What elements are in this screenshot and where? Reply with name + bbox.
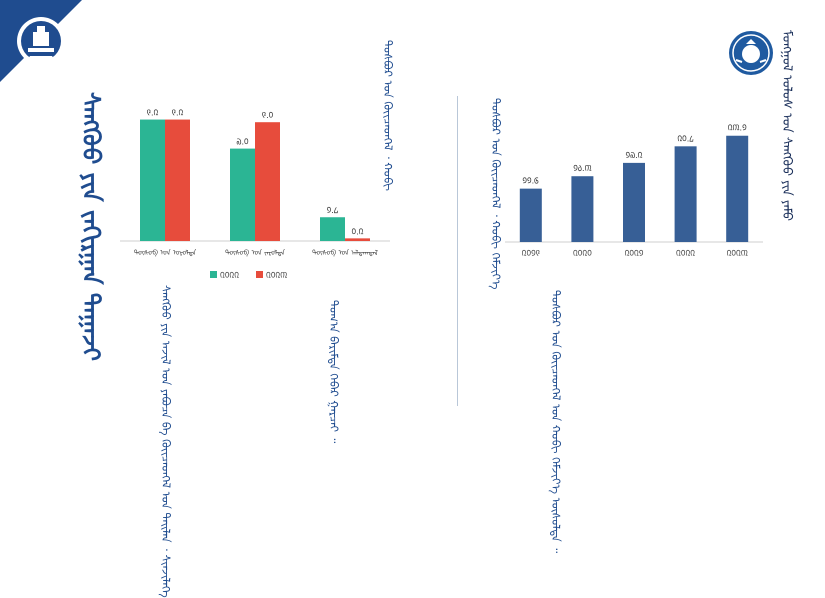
- seal-text: ᠮᠣᠩᠭᠣᠯ ᠤᠯᠤᠰ ᠤᠨ ᠰᠠᠩᠬᠦᠦ ᠶᠢᠨ ᠶᠠᠮᠤ: [779, 30, 794, 222]
- right-bar-chart: ᠑᠑.᠖ ᠒᠐᠑᠙ ᠑᠔.᠓ ᠒᠐᠒᠐ ᠑᠗.᠒ ᠒᠐᠒᠑ ᠒᠐.᠘ ᠒᠐᠒᠒ ᠒᠓.᠑ ᠒᠐᠒᠓: [505, 124, 763, 258]
- left-bar-chart: ᠙.᠒ ᠙.᠒ ᠲᠥᠰᠦᠪ ᠤᠨ ᠣᠷᠣᠯᠲᠠ ᠗.᠐ ᠙.᠐ ᠲᠥᠰᠦᠪ ᠤᠨ ᠵᠠᠷᠣ…: [120, 109, 390, 280]
- data-label: ᠑.᠘: [327, 206, 339, 215]
- data-label: ᠙.᠐: [262, 111, 274, 120]
- bar-series1: [230, 148, 255, 241]
- middle-paragraph: ᠲᠣᠰᠪᠤᠷ ᠤᠨ ᠭᠦᠢᠴᠡᠳᠭᠡᠯ ᠂ ᠬᠤᠪᠢ: [381, 40, 395, 191]
- bar: [519, 188, 542, 242]
- x-tick-label: ᠒᠐᠑᠙: [522, 249, 540, 258]
- bar: [623, 162, 645, 242]
- bar-series2: [165, 119, 190, 241]
- data-label: ᠙.᠒: [147, 109, 159, 118]
- data-label: ᠑᠗.᠒: [626, 151, 643, 160]
- left-note: ᠲᠣᠭ᠎ᠠ ᠪᠠᠷᠢᠮᠲᠠ ᠬᠡᠪᠡᠷ ᠭᠠᠷᠴᠠᠢ ᠃: [327, 300, 341, 444]
- x-tick-label: ᠲᠥᠰᠦᠪ ᠤᠨ ᠠᠯᠳᠠᠭᠳᠠᠯ: [312, 249, 378, 257]
- data-label: ᠒᠓.᠑: [728, 124, 747, 133]
- legend-label: ᠒᠐᠒᠓: [266, 271, 287, 280]
- bar: [571, 176, 594, 242]
- x-tick-label: ᠲᠥᠰᠦᠪ ᠤᠨ ᠣᠷᠣᠯᠲᠠ: [134, 249, 196, 257]
- data-label: ᠐.᠒: [352, 227, 364, 236]
- bar: [726, 135, 749, 242]
- bar-series1: [140, 119, 165, 241]
- legend-swatch: [256, 271, 263, 278]
- bar: [674, 146, 697, 242]
- legend-label: ᠒᠐᠒᠒: [220, 271, 239, 280]
- bar-series1: [320, 217, 345, 241]
- logo-emblem-right: [729, 31, 773, 75]
- legend-swatch: [210, 271, 217, 278]
- x-tick-label: ᠒᠐᠒᠓: [727, 249, 748, 258]
- data-label: ᠗.᠐: [236, 138, 249, 147]
- right-axis-title: ᠲᠣᠰᠪᠤᠷ ᠤᠨ ᠭᠦᠢᠴᠡᠳᠭᠡᠯ ᠂ ᠬᠤᠪᠢ ᠬᠡᠮᠵᠢᠶ᠎ᠡ: [489, 98, 503, 290]
- x-tick-label: ᠒᠐᠒᠑: [625, 249, 644, 258]
- data-label: ᠙.᠒: [172, 109, 184, 118]
- data-label: ᠒᠐.᠘: [677, 134, 694, 143]
- logo-emblem-left: [0, 0, 82, 82]
- data-label: ᠑᠑.᠖: [522, 177, 539, 186]
- x-tick-label: ᠒᠐᠒᠒: [676, 249, 695, 258]
- bar-series2: [255, 122, 280, 241]
- x-tick-label: ᠲᠥᠰᠦᠪ ᠤᠨ ᠵᠠᠷᠣᠯᠲᠠ: [225, 249, 285, 257]
- page-title: ᠰᠠᠩᠬᠦᠦ ᠶᠢᠨ ᠵᠠᠬᠢᠷᠭᠠᠨ ᠳᠠᠭᠠᠵᠢ: [77, 92, 105, 362]
- data-label: ᠑᠔.᠓: [573, 164, 591, 173]
- divider: [457, 96, 458, 406]
- left-paragraph: ᠰᠠᠩᠬᠦᠦ ᠶᠢᠨ ᠠᠵᠢᠯ ᠤᠨ ᠶᠠᠪᠤᠴᠠ ᠪᠠ ᠭᠦᠢᠴᠡᠳᠭᠡᠯ ᠤ…: [159, 285, 173, 598]
- x-tick-label: ᠒᠐᠒᠐: [573, 249, 592, 258]
- bar-series2: [345, 238, 370, 241]
- right-paragraph: ᠲᠣᠰᠪᠤᠷ ᠤᠨ ᠭᠦᠢᠴᠡᠳᠭᠡᠯ ᠤᠨ ᠬᠤᠪᠢ ᠬᠡᠮᠵᠢᠶ᠎ᠡ ᠥᠰᠦ…: [549, 290, 563, 554]
